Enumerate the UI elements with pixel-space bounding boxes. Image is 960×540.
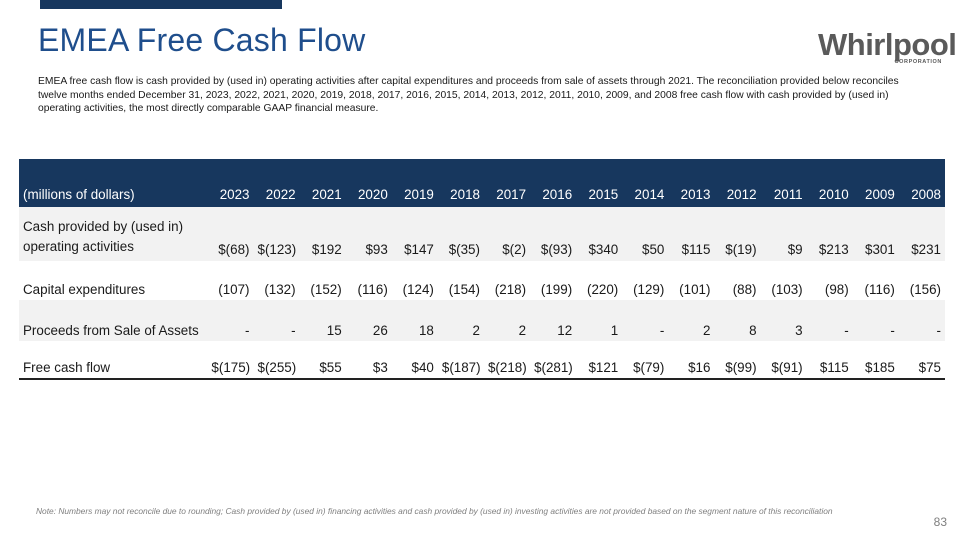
intro-paragraph: EMEA free cash flow is cash provided by … [38,76,899,114]
header-year: 2021 [311,187,342,202]
table-cell: $340 [588,242,619,257]
table-cell: (218) [494,282,527,297]
header-year: 2019 [404,187,434,202]
table-cell: $(175) [207,341,254,380]
table-cell: - [844,323,849,338]
table-cell: $185 [852,341,899,380]
header-year: 2023 [219,187,250,202]
table-cell: 12 [557,323,573,338]
table-cell: (199) [540,282,573,297]
table-cell: - [659,323,665,338]
table-cell: $(2) [502,242,527,257]
table-cell: $(123) [257,242,297,257]
footnote: Note: Numbers may not reconcile due to r… [36,506,833,516]
table-cell: - [291,323,296,338]
header-year: 2009 [865,187,895,202]
table-cell: $55 [299,341,346,380]
table-row-proceeds-sale-assets: Proceeds from Sale of Assets - - 15 26 1… [19,300,945,341]
header-year: 2008 [911,187,941,202]
row-label: Proceeds from Sale of Assets [23,323,199,338]
table-cell: $93 [365,242,388,257]
table-cell: (129) [633,282,665,297]
table-row-operating-cash: Cash provided by (used in) operating act… [19,207,945,261]
table-cell: $(91) [760,341,807,380]
table-cell: (88) [732,282,757,297]
table-cell: - [245,323,250,338]
header-year: 2017 [496,187,527,202]
table-cell: - [890,323,895,338]
header-year: 2016 [542,187,573,202]
table-cell: (156) [909,282,941,297]
table-cell: $(68) [218,242,250,257]
table-cell: 18 [418,323,434,338]
header-year: 2022 [265,187,296,202]
top-accent-bar [40,0,282,9]
table-cell: $147 [404,242,434,257]
table-cell: $213 [818,242,849,257]
table-cell: (116) [357,282,388,297]
table-row-free-cash-flow: Free cash flow $(175) $(255) $55 $3 $40 … [19,341,945,380]
table-cell: 2 [472,323,480,338]
table-cell: $(99) [714,341,761,380]
table-cell: 2 [702,323,711,338]
table-cell: 2 [518,323,527,338]
logo-subtitle: CORPORATION [894,59,942,65]
table-cell: $231 [911,242,941,257]
table-cell: $40 [391,341,438,380]
header-year: 2014 [634,187,665,202]
table-cell: $(19) [725,242,757,257]
table-cell: $(218) [483,341,531,380]
table-cell: $16 [668,341,715,380]
table-cell: 1 [610,323,619,338]
table-cell: $75 [898,341,945,380]
header-year: 2010 [818,187,849,202]
row-label: Cash provided by (used in) operating act… [23,219,184,254]
table-cell: (152) [310,282,342,297]
table-cell: (154) [448,282,480,297]
table-cell: $9 [787,242,803,257]
free-cash-flow-table: (millions of dollars) 2023 2022 2021 202… [19,159,945,380]
table-cell: 26 [372,323,388,338]
table-cell: (124) [402,282,434,297]
table-cell: (101) [679,282,711,297]
table-cell: $(93) [540,242,573,257]
table-cell: 3 [795,323,803,338]
header-year: 2012 [726,187,757,202]
table-cell: $(281) [530,341,577,380]
table-cell: $121 [576,341,623,380]
table-cell: $3 [345,341,392,380]
row-label: Capital expenditures [23,282,146,297]
header-year: 2020 [357,187,388,202]
whirlpool-logo: Whirlpool CORPORATION [818,26,957,66]
table-cell: - [936,323,941,338]
table-cell: $(255) [253,341,300,380]
table-cell: (116) [864,282,895,297]
table-cell: $(187) [437,341,484,380]
table-cell: 8 [749,323,757,338]
table-cell: $115 [806,341,853,380]
page-number: 83 [933,515,947,529]
header-units: (millions of dollars) [23,187,135,202]
table-cell: (107) [218,282,250,297]
table-row-capital-expenditures: Capital expenditures (107) (132) (152) (… [19,261,945,300]
logo-wordmark: Whirlpool [818,27,957,62]
table-cell: (220) [586,282,619,297]
row-label: Free cash flow [19,341,208,380]
table-cell: $(79) [622,341,669,380]
table-cell: $50 [642,242,665,257]
header-year: 2013 [680,187,711,202]
header-year: 2011 [773,187,803,202]
table-cell: (132) [264,282,296,297]
table-cell: $(35) [448,242,480,257]
table-cell: (103) [771,282,803,297]
table-cell: $301 [865,242,895,257]
table-cell: $115 [681,242,711,257]
page-title: EMEA Free Cash Flow [38,22,366,58]
table-cell: 15 [326,323,342,338]
table-cell: (98) [824,282,849,297]
table-cell: $192 [311,242,342,257]
header-year: 2018 [450,187,480,202]
header-year: 2015 [588,187,619,202]
table-header-row: (millions of dollars) 2023 2022 2021 202… [19,159,945,207]
